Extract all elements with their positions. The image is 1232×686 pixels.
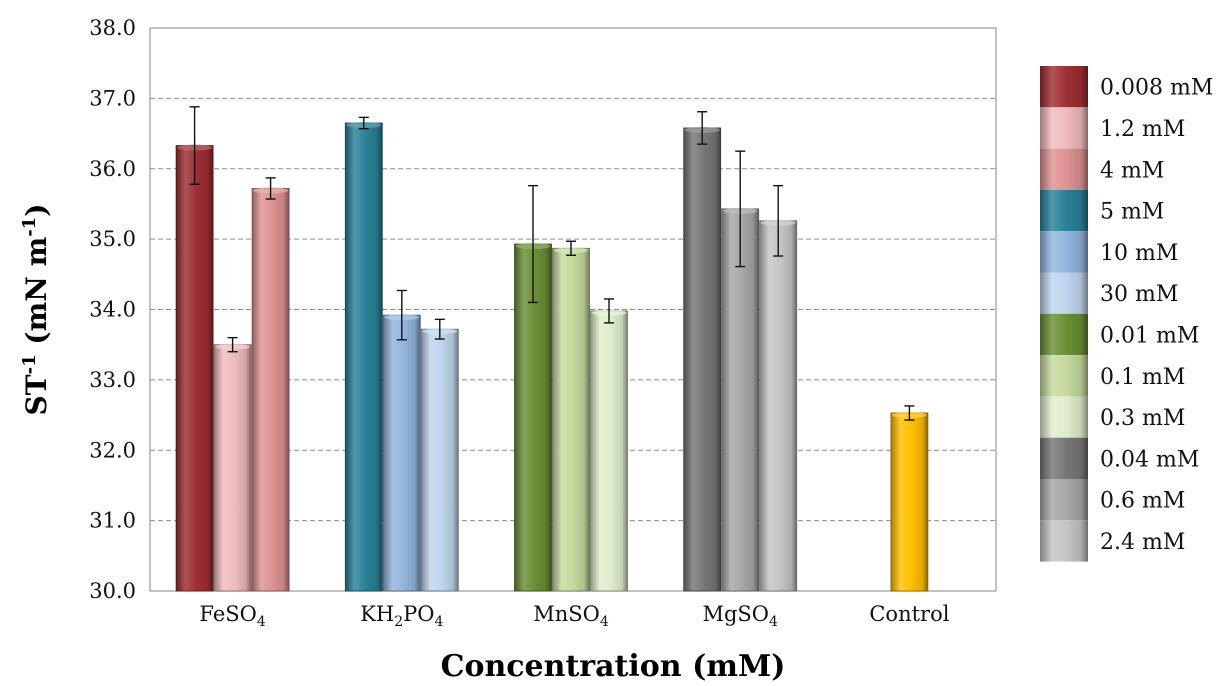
bar-group xyxy=(514,184,628,592)
legend-label: 0.01 mM xyxy=(1100,323,1199,348)
bar xyxy=(382,314,421,592)
bar xyxy=(420,328,459,592)
legend-swatch xyxy=(1040,355,1088,397)
legend-label: 0.6 mM xyxy=(1100,489,1185,514)
legend-item: 10 mM xyxy=(1040,231,1178,273)
legend-label: 10 mM xyxy=(1100,241,1178,266)
bar xyxy=(552,247,590,592)
legend-label: 1.2 mM xyxy=(1100,117,1185,142)
legend-label: 4 mM xyxy=(1100,158,1164,183)
legend-label: 0.008 mM xyxy=(1100,76,1213,101)
x-axis-title: Concentration (mM) xyxy=(441,649,786,684)
y-tick-label: 32.0 xyxy=(89,438,136,462)
bar-group xyxy=(344,116,459,592)
legend-label: 5 mM xyxy=(1100,200,1164,225)
bar xyxy=(890,412,929,592)
bar-group xyxy=(890,405,929,592)
bar xyxy=(721,208,760,592)
legend-swatch xyxy=(1040,396,1088,438)
legend-item: 0.6 mM xyxy=(1040,479,1185,521)
bar xyxy=(590,310,628,592)
y-axis: 30.0 31.0 32.0 33.0 34.0 35.0 36.0 37.0 38.0 xyxy=(89,16,136,603)
legend-swatch xyxy=(1040,437,1088,479)
legend: 0.008 mM 1.2 mM 4 mM 5 mM 10 mM 30 mM 0.01 mM 0… xyxy=(1040,66,1213,562)
legend-label: 30 mM xyxy=(1100,282,1178,307)
y-tick-label: 38.0 xyxy=(89,16,136,40)
legend-item: 0.01 mM xyxy=(1040,313,1199,356)
y-tick-label: 31.0 xyxy=(89,509,136,533)
legend-item: 4 mM xyxy=(1040,148,1164,190)
bar xyxy=(175,145,214,592)
y-tick-label: 37.0 xyxy=(89,86,136,110)
legend-swatch xyxy=(1040,520,1088,562)
legend-label: 0.04 mM xyxy=(1100,447,1199,472)
y-tick-label: 36.0 xyxy=(89,157,136,181)
x-tick-label: MnSO4 xyxy=(533,602,609,630)
legend-item: 0.3 mM xyxy=(1040,396,1185,438)
legend-swatch xyxy=(1040,66,1088,108)
legend-swatch xyxy=(1040,189,1088,232)
bar xyxy=(344,122,383,592)
x-tick-label: KH2PO4 xyxy=(360,602,443,630)
legend-item: 0.1 mM xyxy=(1040,355,1185,397)
bar xyxy=(759,220,798,592)
legend-item: 1.2 mM xyxy=(1040,107,1185,149)
legend-label: 0.3 mM xyxy=(1100,406,1185,431)
legend-swatch xyxy=(1040,107,1088,149)
legend-swatch xyxy=(1040,231,1088,273)
legend-label: 0.1 mM xyxy=(1100,365,1185,390)
x-tick-label: FeSO4 xyxy=(199,602,265,630)
y-tick-label: 33.0 xyxy=(89,368,136,392)
bar-group xyxy=(683,111,798,592)
legend-item: 0.008 mM xyxy=(1040,66,1213,108)
x-tick-label: MgSO4 xyxy=(702,602,778,630)
x-tick-label: Control xyxy=(869,602,949,626)
bar xyxy=(213,344,252,592)
legend-swatch xyxy=(1040,148,1088,190)
x-axis: FeSO4 KH2PO4 MnSO4 MgSO4 Control xyxy=(199,602,949,630)
legend-item: 0.04 mM xyxy=(1040,437,1199,479)
y-axis-title: ST-1 (mN m-1) xyxy=(19,204,53,416)
legend-item: 2.4 mM xyxy=(1040,520,1185,562)
y-tick-label: 34.0 xyxy=(89,298,136,322)
legend-item: 5 mM xyxy=(1040,189,1164,232)
bar xyxy=(251,188,290,592)
legend-swatch xyxy=(1040,313,1088,356)
bars xyxy=(175,106,929,592)
bar-group xyxy=(175,106,290,592)
y-tick-label: 30.0 xyxy=(89,579,136,603)
legend-item: 30 mM xyxy=(1040,272,1178,314)
y-tick-label: 35.0 xyxy=(89,227,136,251)
legend-swatch xyxy=(1040,272,1088,314)
legend-swatch xyxy=(1040,479,1088,521)
legend-label: 2.4 mM xyxy=(1100,530,1185,555)
bar xyxy=(683,127,722,592)
